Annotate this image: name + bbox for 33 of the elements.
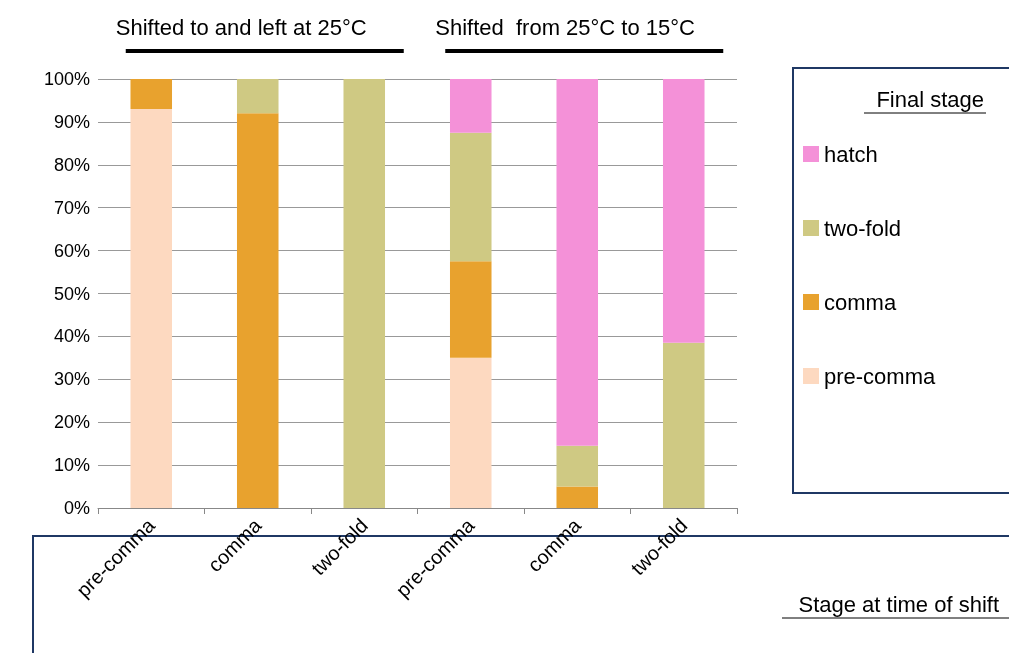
legend-label: two-fold — [824, 215, 902, 241]
bar — [556, 486, 599, 508]
text: Shifted from 25°C to 15°C — [435, 14, 696, 40]
x-axis-title: Stage at time of shift — [798, 591, 999, 617]
bar — [449, 357, 492, 508]
bar — [236, 113, 279, 508]
bar — [130, 109, 173, 508]
bar — [449, 261, 492, 358]
y-tick-label: 10% — [53, 455, 90, 476]
y-tick-label: 40% — [53, 326, 90, 347]
bar — [343, 79, 386, 508]
bar — [130, 79, 173, 110]
bar — [449, 132, 492, 262]
text: Shifted to and left at 25°C — [115, 14, 367, 40]
legend-title: Final stage — [876, 86, 985, 112]
y-tick-label: 50% — [53, 283, 90, 304]
y-tick-label: 90% — [53, 111, 90, 132]
y-tick-label: 30% — [53, 369, 90, 390]
legend-label: hatch — [824, 141, 878, 167]
legend-label: pre-comma — [824, 363, 937, 389]
bar — [556, 79, 599, 446]
bar — [662, 342, 705, 508]
legend-label: comma — [824, 289, 897, 315]
y-tick-label: 20% — [53, 412, 90, 433]
y-tick-label: 100% — [43, 69, 90, 89]
bar — [449, 79, 492, 133]
y-tick-label: 70% — [53, 197, 90, 218]
y-tick-label: 60% — [53, 240, 90, 261]
bar — [236, 79, 279, 114]
bar — [662, 79, 705, 343]
bar — [556, 445, 599, 487]
y-tick-label: 0% — [63, 498, 90, 518]
y-tick-label: 80% — [53, 154, 90, 175]
